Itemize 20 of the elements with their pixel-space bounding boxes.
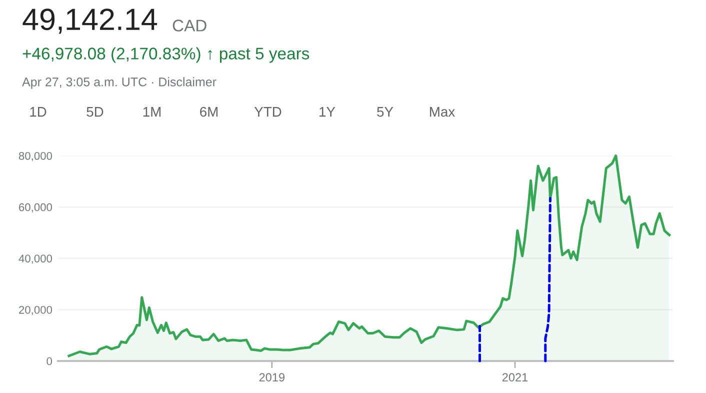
y-tick-label: 80,000 (18, 152, 52, 162)
text: 1D (30, 107, 46, 117)
text: 6M (200, 106, 218, 117)
y-tick-label: 0 (46, 357, 52, 366)
x-tick-label: 2019 (259, 373, 284, 382)
text: +46,978.08 (2,170.83%) ↑ past 5 years (22, 47, 310, 63)
chart-title: 49,142.14 (22, 8, 158, 34)
text: YTD (254, 107, 282, 117)
line-series (544, 197, 552, 362)
text: 1M (143, 107, 161, 117)
y-tick-label: 40,000 (18, 254, 52, 264)
y-tick-label: 60,000 (19, 203, 52, 212)
text: 5Y (377, 107, 394, 117)
x-tick-label: 2021 (502, 373, 528, 382)
text: 1Y (320, 107, 336, 117)
y-tick-label: 20,000 (19, 306, 52, 316)
text: Apr 27, 3:05 a.m. UTC · Disclaimer (22, 77, 216, 89)
text: 5D (86, 107, 104, 117)
text: Max (430, 107, 455, 117)
text: CAD (172, 20, 206, 32)
